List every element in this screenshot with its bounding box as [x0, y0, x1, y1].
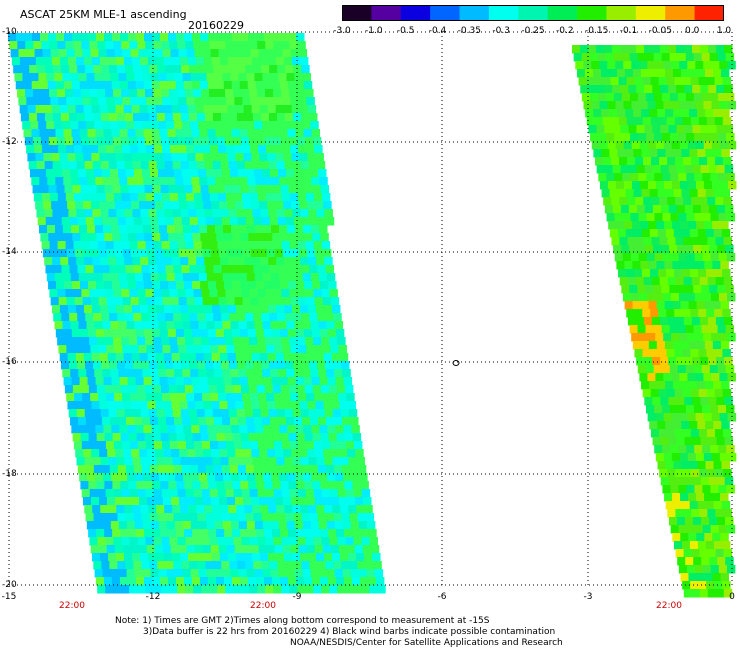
colorbar [342, 5, 724, 21]
coastline-island [452, 360, 460, 366]
lat-label: -20 [2, 580, 17, 590]
colorbar-swatch [635, 5, 666, 21]
colorbar-swatch [665, 5, 696, 21]
colorbar-tick-label: -0.35 [457, 26, 481, 36]
colorbar-tick-label: -0.2 [556, 26, 574, 36]
time-label: 22:00 [656, 601, 682, 611]
footnote-credit: NOAA/NESDIS/Center for Satellite Applica… [290, 638, 563, 648]
colorbar-swatch [400, 5, 431, 21]
footnote-line-1: Note: 1) Times are GMT 2)Times along bot… [115, 616, 490, 626]
map-date: 20160229 [188, 19, 244, 32]
colorbar-tick-label: -0.4 [428, 26, 447, 36]
colorbar-tick-label: 1.0 [716, 26, 732, 36]
right-swath-field [572, 45, 737, 598]
colorbar-tick-label: -0.25 [521, 26, 545, 36]
lat-label: -16 [2, 357, 17, 367]
colorbar-swatch [694, 5, 724, 21]
lat-label: -18 [2, 469, 17, 479]
colorbar-tick-label: -1.0 [365, 26, 383, 36]
colorbar-tick-label: -0.3 [492, 26, 510, 36]
colorbar-swatch [459, 5, 490, 21]
colorbar-swatch [488, 5, 519, 21]
colorbar-tick-label: -0.5 [396, 26, 415, 36]
colorbar-swatch [430, 5, 461, 21]
colorbar-tick-label: -0.1 [619, 26, 638, 36]
colorbar-swatch [606, 5, 637, 21]
colorbar-tick-label: 0.0 [684, 26, 700, 36]
colorbar-tick-label: -0.15 [585, 26, 609, 36]
lon-label: -6 [437, 592, 447, 602]
footnote-line-2: 3)Data buffer is 22 hrs from 20160229 4)… [143, 627, 556, 637]
time-label: 22:00 [59, 601, 85, 611]
lon-label: -15 [1, 592, 17, 602]
lat-label: -10 [2, 27, 17, 37]
colorbar-swatch [371, 5, 402, 21]
colorbar-swatch [577, 5, 607, 21]
colorbar-swatch [518, 5, 549, 21]
left-swath-field [8, 33, 386, 594]
lat-label: -14 [2, 247, 17, 257]
colorbar-swatch [547, 5, 578, 21]
time-label: 22:00 [250, 601, 276, 611]
colorbar-tick-label: -0.05 [648, 26, 672, 36]
lon-label: -12 [145, 592, 161, 602]
colorbar-tick-label: -3.0 [333, 26, 351, 36]
lon-label: -3 [583, 592, 593, 602]
lat-label: -12 [2, 137, 17, 147]
colorbar-swatch [342, 5, 372, 21]
lat-lon-grid [8, 31, 733, 586]
lon-label: -9 [292, 592, 302, 602]
lon-label: 0 [729, 592, 735, 602]
map-title: ASCAT 25KM MLE-1 ascending [20, 8, 187, 21]
